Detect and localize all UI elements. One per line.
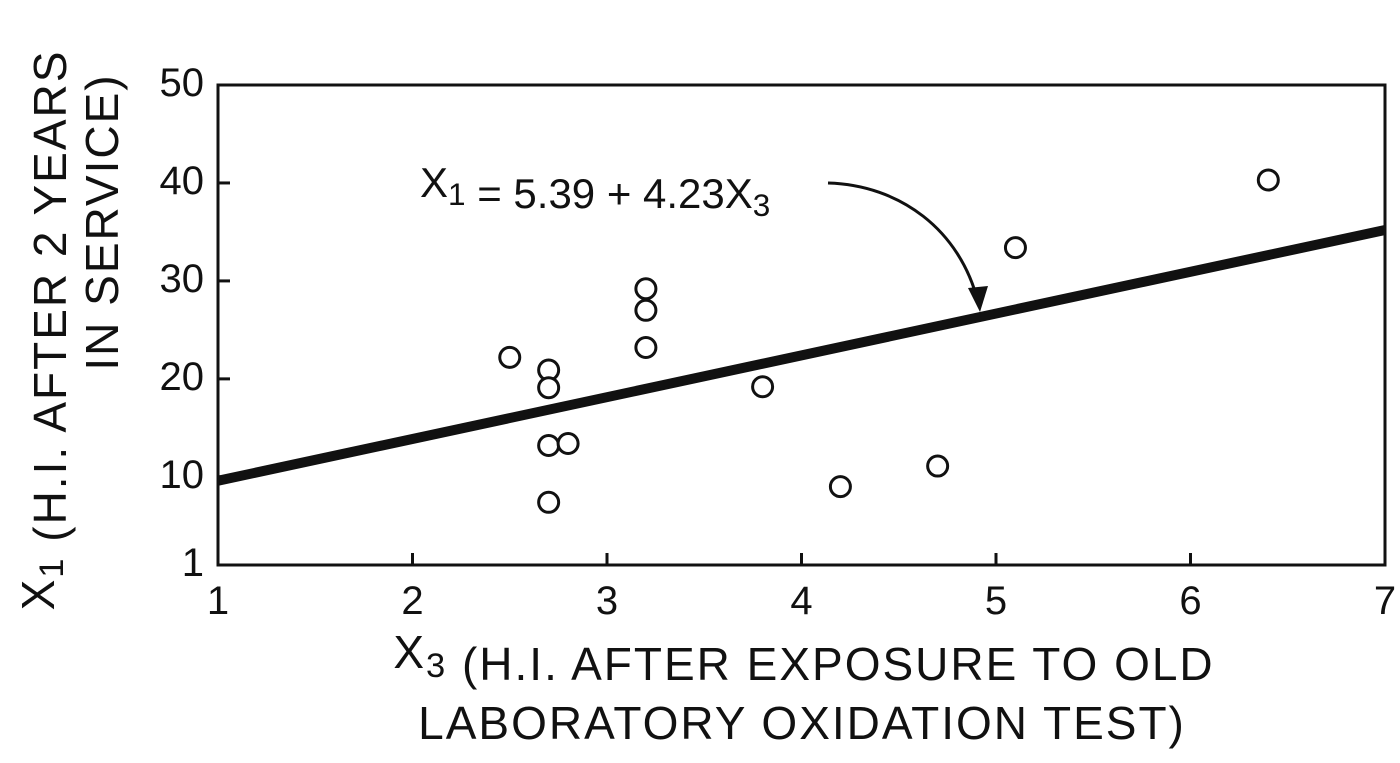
annotation-arrow [827,181,980,303]
point [828,475,852,499]
point [926,454,950,478]
x-tick-label: 2 [401,579,423,623]
y-axis-label: IN SERVICE) [76,73,128,370]
annotation: X1 = 5.39 + 4.23X3 [420,159,770,223]
point [1003,236,1027,260]
x-axis-label: X3 (H.I. AFTER EXPOSURE TO OLD [393,626,1214,690]
point [634,298,658,322]
point [556,432,580,456]
point [1256,168,1280,192]
point [537,376,561,400]
point [634,277,658,301]
y-tick-label: 1 [182,541,204,585]
x-tick-label: 1 [207,579,229,623]
point [751,375,775,399]
y-axis-label: X1 (H.I. AFTER 2 YEARS [12,50,76,611]
point [537,490,561,514]
y-tick-label: 10 [160,452,205,496]
plot-frame [216,83,1387,567]
x-axis-label: LABORATORY OXIDATION TEST) [418,697,1186,749]
point [498,345,522,369]
point [634,336,658,360]
y-tick-label: 50 [160,61,205,105]
arrow-head [968,286,988,312]
x-tick-label: 6 [1179,579,1201,623]
x-tick-label: 3 [596,579,618,623]
x-tick-label: 7 [1374,579,1396,623]
y-tick-label: 40 [160,159,205,203]
x-tick-label: 5 [985,579,1007,623]
point [537,433,561,457]
y-tick-label: 20 [160,354,205,398]
y-tick-label: 30 [160,256,205,300]
x-tick-label: 4 [790,579,812,623]
fit-line [216,225,1387,486]
